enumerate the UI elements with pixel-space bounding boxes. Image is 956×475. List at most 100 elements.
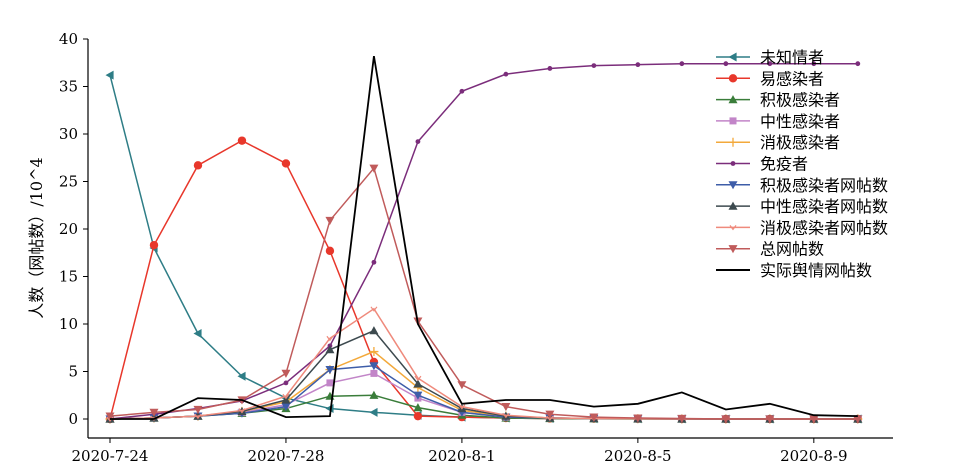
legend-marker — [730, 161, 736, 166]
legend-label: 实际舆情网帖数 — [760, 261, 872, 280]
data-point — [591, 63, 597, 68]
data-point — [326, 335, 334, 342]
data-point — [105, 412, 115, 421]
data-point — [281, 395, 291, 404]
series-line — [109, 55, 858, 420]
data-point — [370, 306, 378, 312]
legend-marker — [728, 74, 738, 83]
data-point — [503, 71, 509, 77]
x-tick-label: 2020-8-9 — [780, 447, 847, 465]
data-point — [809, 415, 819, 424]
y-axis-label: 人数（网帖数）/10^4 — [27, 157, 46, 318]
data-point — [149, 408, 159, 417]
data-point — [281, 403, 291, 412]
data-point — [282, 393, 290, 400]
x-tick-label: 2020-7-28 — [247, 447, 324, 465]
data-point — [501, 403, 511, 412]
data-point — [545, 410, 555, 419]
legend-entry: 未知情者 — [716, 48, 824, 67]
data-point — [767, 61, 773, 67]
y-tick-label: 35 — [59, 78, 78, 96]
legend-label: 消极感染者 — [760, 133, 840, 152]
legend-label: 中性感染者 — [760, 112, 840, 131]
x-tick-label: 2020-8-5 — [604, 447, 671, 465]
legend-marker — [728, 52, 737, 62]
legend-label: 积极感染者 — [760, 91, 840, 110]
legend-entry: 积极感染者网帖数 — [716, 176, 888, 195]
data-point — [325, 216, 335, 225]
series-line — [109, 166, 858, 420]
legend-marker — [728, 95, 738, 104]
legend-label: 免疫者 — [760, 155, 808, 174]
data-point — [326, 379, 334, 387]
data-point — [237, 136, 247, 145]
legend-entry: 中性感染者 — [716, 112, 840, 131]
y-tick-label: 30 — [59, 125, 78, 143]
data-point — [415, 139, 421, 145]
data-point — [325, 246, 335, 256]
legend-label: 总网帖数 — [760, 240, 824, 259]
x-tick-label: 2020-7-24 — [72, 447, 149, 465]
data-point — [369, 362, 379, 371]
data-point — [369, 407, 378, 417]
data-point — [281, 159, 291, 168]
legend-marker — [728, 137, 738, 147]
data-point — [238, 408, 246, 414]
data-point — [413, 403, 423, 412]
legend-marker — [728, 245, 738, 254]
data-point — [149, 240, 159, 250]
data-point — [677, 414, 687, 424]
data-point — [193, 405, 203, 414]
data-point — [414, 375, 422, 382]
data-point — [459, 88, 465, 94]
data-point — [369, 164, 379, 173]
data-point — [369, 326, 379, 335]
legend-marker — [729, 117, 737, 125]
data-point — [413, 379, 423, 388]
data-point — [413, 411, 423, 421]
data-point — [811, 61, 817, 67]
data-point — [325, 345, 335, 354]
y-tick-label: 10 — [59, 315, 78, 333]
data-point — [413, 391, 423, 400]
data-point — [237, 371, 246, 381]
y-ticks: 0 5 10 15 20 25 30 35 40 — [59, 30, 88, 428]
legend-entry: 中性感染者网帖数 — [716, 197, 888, 216]
legend-marker — [729, 225, 737, 231]
series-10 — [109, 55, 858, 420]
data-point — [370, 369, 378, 377]
data-point — [721, 415, 731, 424]
legend-marker — [728, 181, 738, 190]
x-tick-label: 2020-8-1 — [428, 447, 495, 465]
legend-marker — [728, 201, 738, 210]
data-point — [369, 347, 379, 357]
data-point — [193, 329, 202, 338]
data-point — [194, 413, 202, 420]
data-point — [283, 380, 289, 386]
data-point — [105, 70, 114, 80]
y-tick-label: 0 — [68, 410, 78, 428]
legend-label: 消极感染者网帖数 — [760, 218, 888, 237]
legend-entry: 总网帖数 — [716, 240, 824, 259]
data-point — [723, 61, 729, 67]
legend-entry: 免疫者 — [716, 155, 808, 174]
data-point — [633, 414, 643, 423]
legend-entry: 消极感染者 — [716, 133, 840, 152]
series-layer — [105, 55, 863, 424]
data-point — [855, 61, 861, 67]
data-point — [325, 366, 335, 375]
legend-label: 中性感染者网帖数 — [760, 197, 888, 216]
data-point — [546, 415, 554, 422]
legend-entry: 积极感染者 — [716, 91, 840, 110]
data-point — [281, 369, 291, 378]
legend-entry: 实际舆情网帖数 — [716, 261, 872, 280]
legend: 未知情者易感染者积极感染者中性感染者消极感染者免疫者积极感染者网帖数中性感染者网… — [716, 48, 888, 280]
legend-label: 易感染者 — [760, 69, 824, 88]
legend-entry: 易感染者 — [716, 69, 824, 88]
data-point — [765, 415, 775, 424]
data-point — [371, 259, 377, 265]
legend-label: 未知情者 — [760, 48, 824, 67]
data-point — [853, 415, 863, 424]
